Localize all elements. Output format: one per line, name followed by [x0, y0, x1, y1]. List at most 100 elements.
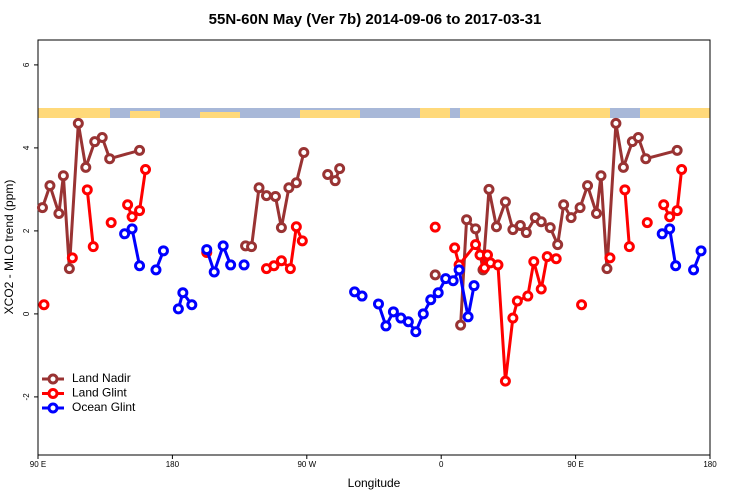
y-tick-label: 0 — [22, 311, 31, 316]
data-point — [552, 239, 564, 251]
data-point — [425, 294, 437, 306]
data-point — [664, 223, 676, 235]
data-point — [535, 216, 547, 228]
data-point — [157, 245, 169, 257]
data-point — [676, 163, 688, 175]
data-point — [238, 259, 250, 271]
data-point — [38, 299, 50, 311]
data-point — [550, 253, 562, 265]
data-point — [417, 308, 429, 320]
data-point — [591, 207, 603, 219]
data-point — [329, 175, 341, 187]
data-point — [492, 259, 504, 271]
x-tick-label: 90 E — [30, 460, 46, 469]
legend-label: Ocean Glint — [72, 400, 136, 414]
data-point — [356, 290, 368, 302]
data-point — [66, 252, 78, 264]
data-point — [468, 280, 480, 292]
data-point — [453, 264, 465, 276]
data-point — [63, 263, 75, 275]
series-line — [453, 241, 557, 382]
land-ocean-strip — [38, 108, 710, 118]
data-point — [81, 184, 93, 196]
data-point — [582, 180, 594, 192]
data-point — [104, 153, 116, 165]
legend-label: Land Nadir — [72, 371, 131, 385]
x-tick-label: 180 — [703, 460, 717, 469]
data-point — [172, 303, 184, 315]
data-point — [664, 211, 676, 223]
y-tick-label: 4 — [22, 145, 31, 150]
data-point — [126, 223, 138, 235]
y-tick-label: -2 — [22, 393, 31, 401]
data-point — [410, 326, 422, 338]
data-point — [617, 161, 629, 173]
data-point — [284, 263, 296, 275]
data-point — [275, 255, 287, 267]
data-point — [322, 168, 334, 180]
data-point — [499, 375, 511, 387]
x-tick-label: 90 W — [297, 460, 316, 469]
data-point — [483, 183, 495, 195]
data-point — [269, 190, 281, 202]
data-point — [57, 170, 69, 182]
data-point — [290, 177, 302, 189]
data-point — [53, 207, 65, 219]
data-point — [217, 240, 229, 252]
legend-label: Land Glint — [72, 386, 127, 400]
plot-frame — [37, 39, 711, 456]
data-point — [208, 266, 220, 278]
series-line — [623, 189, 631, 247]
data-point — [461, 214, 473, 226]
data-point — [520, 227, 532, 239]
data-point — [380, 320, 392, 332]
data-point — [402, 316, 414, 328]
data-point — [522, 290, 534, 302]
data-point — [671, 144, 683, 156]
data-point — [623, 241, 635, 253]
data-point — [632, 132, 644, 144]
data-point — [429, 269, 441, 281]
data-point — [455, 319, 467, 331]
chart-title: 55N-60N May (Ver 7b) 2014-09-06 to 2017-… — [209, 11, 542, 28]
data-point — [432, 287, 444, 299]
data-point — [246, 241, 258, 253]
data-point — [671, 205, 683, 217]
data-point — [429, 221, 441, 233]
data-point — [528, 256, 540, 268]
series-line — [85, 189, 95, 247]
data-point — [105, 217, 117, 229]
data-point — [268, 260, 280, 272]
data-point — [601, 263, 613, 275]
data-point — [122, 199, 134, 211]
x-tick-label: 0 — [439, 460, 444, 469]
legend-marker — [47, 373, 59, 385]
data-point — [619, 184, 631, 196]
data-point — [658, 199, 670, 211]
legend-marker — [47, 402, 59, 414]
data-point — [201, 244, 213, 256]
data-point — [511, 295, 523, 307]
data-point — [260, 190, 272, 202]
data-point — [449, 242, 461, 254]
data-point — [134, 144, 146, 156]
data-point — [334, 163, 346, 175]
data-point — [275, 222, 287, 234]
x-tick-label: 90 E — [567, 460, 583, 469]
data-point — [119, 228, 131, 240]
data-point — [72, 117, 84, 129]
data-point — [595, 170, 607, 182]
data-point — [514, 220, 526, 232]
data-point — [298, 146, 310, 158]
data-point — [499, 196, 511, 208]
data-point — [490, 221, 502, 233]
data-point — [544, 222, 556, 234]
data-point — [296, 235, 308, 247]
series-line — [205, 241, 233, 277]
data-point — [387, 306, 399, 318]
data-point — [44, 180, 56, 192]
data-point — [140, 163, 152, 175]
data-point — [253, 182, 265, 194]
data-point — [576, 299, 588, 311]
